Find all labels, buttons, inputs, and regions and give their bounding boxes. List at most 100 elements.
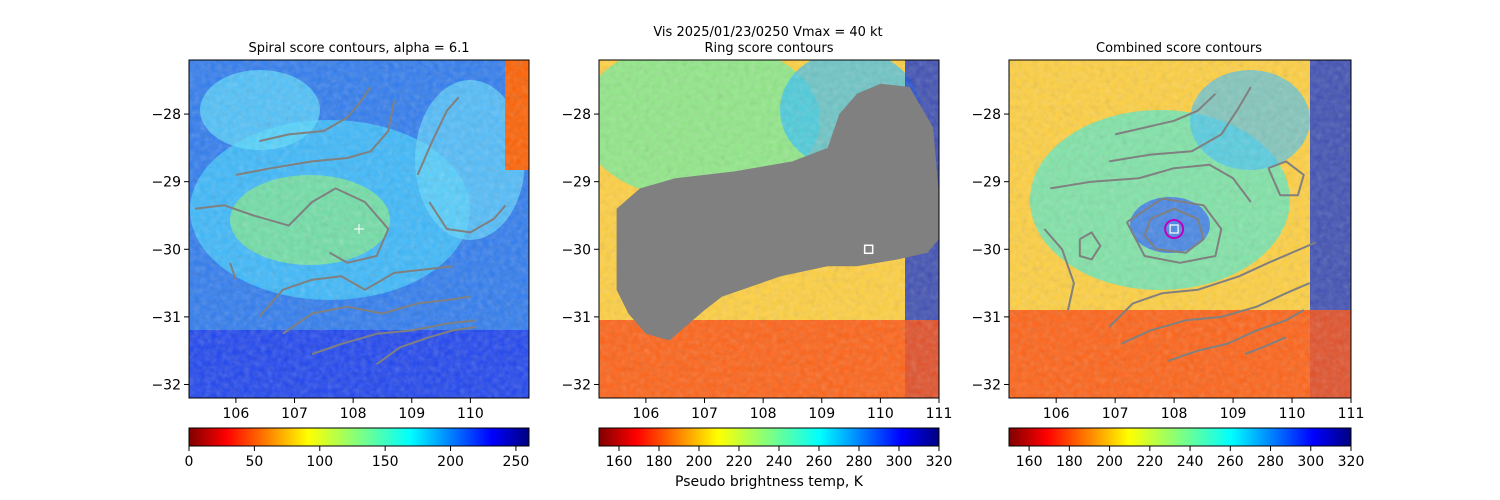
y-tick-label: −32 <box>151 377 181 393</box>
colorbar-tick-label: 180 <box>1056 454 1083 470</box>
score-contour <box>235 100 396 176</box>
y-tick-label: −31 <box>561 310 591 326</box>
spiral-x-ticks: 106 107 108 109 110 <box>223 398 484 422</box>
ring-axes-frame <box>598 59 940 399</box>
panel-ring: Ring score contours 106 107 108 109 110 111 −… <box>561 41 953 490</box>
x-tick-label: 111 <box>926 406 953 422</box>
score-contour <box>311 319 477 356</box>
score-contour <box>229 262 237 281</box>
ring-image <box>599 60 939 398</box>
x-tick-label: 107 <box>691 406 718 422</box>
y-tick-label: −30 <box>561 242 591 258</box>
colorbar-tick-label: 220 <box>1136 454 1163 470</box>
combined-colorbar <box>1008 427 1352 447</box>
score-contour <box>282 295 471 335</box>
combined-x-ticks: 106 107 108 109 110 111 <box>1043 398 1365 422</box>
score-contour <box>1143 207 1205 254</box>
x-tick-label: 107 <box>1102 406 1129 422</box>
x-tick-label: 109 <box>808 406 835 422</box>
center-square <box>1169 224 1179 234</box>
score-contour <box>259 86 372 143</box>
y-tick-label: −29 <box>971 175 1001 191</box>
colorbar-tick-label: 240 <box>766 454 793 470</box>
score-contour <box>194 187 390 264</box>
colorbar-tick-label: 280 <box>1257 454 1284 470</box>
colorbar-tick-label: 100 <box>306 454 333 470</box>
y-tick-label: −32 <box>561 377 591 393</box>
combined-contours <box>1043 86 1316 362</box>
x-tick-label: 109 <box>1220 406 1247 422</box>
panel-combined: Combined score contours 106 107 108 109 110 1… <box>971 41 1364 470</box>
ring-x-ticks: 106 107 108 109 110 111 <box>633 398 953 422</box>
colorbar-tick-label: 200 <box>437 454 464 470</box>
colorbar-tick-label: 160 <box>1016 454 1043 470</box>
x-tick-label: 110 <box>457 406 484 422</box>
colorbar-tick-label: 260 <box>1217 454 1244 470</box>
score-contour <box>428 201 507 234</box>
colorbar-tick-label: 240 <box>1177 454 1204 470</box>
x-tick-label: 106 <box>633 406 660 422</box>
score-contour <box>1244 336 1287 356</box>
colorbar-tick-label: 280 <box>846 454 873 470</box>
colorbar-tick-label: 160 <box>606 454 633 470</box>
colorbar-tick-label: 180 <box>646 454 673 470</box>
panel-spiral: Spiral score contours, alpha = 6.1 106 10… <box>151 41 530 470</box>
center-square <box>863 244 874 255</box>
score-contour <box>1126 197 1223 264</box>
x-tick-label: 109 <box>398 406 425 422</box>
score-contour <box>376 326 477 366</box>
y-tick-label: −28 <box>151 107 181 123</box>
x-tick-label: 111 <box>1338 406 1365 422</box>
score-contour <box>416 96 460 176</box>
y-tick-label: −28 <box>561 107 591 123</box>
spiral-colorbar <box>188 427 530 447</box>
score-contour <box>258 265 453 318</box>
colorbar-tick-label: 250 <box>503 454 530 470</box>
x-tick-label: 106 <box>1043 406 1070 422</box>
combined-y-ticks: −28 −29 −30 −31 −32 <box>971 107 1009 393</box>
y-tick-label: −31 <box>151 310 181 326</box>
y-tick-label: −30 <box>151 242 181 258</box>
y-tick-label: −29 <box>151 175 181 191</box>
score-contour <box>1120 282 1311 345</box>
colorbar-tick-label: 300 <box>1297 454 1324 470</box>
x-tick-label: 106 <box>223 406 250 422</box>
ring-colorbar <box>598 427 940 447</box>
colorbar-tick-label: 200 <box>1096 454 1123 470</box>
suptitle: Vis 2025/01/23/0250 Vmax = 40 kt <box>653 25 882 40</box>
colorbar-tick-label: 260 <box>806 454 833 470</box>
spiral-axes-frame <box>188 59 530 399</box>
x-tick-label: 110 <box>1279 406 1306 422</box>
spiral-y-ticks: −28 −29 −30 −31 −32 <box>151 107 189 393</box>
spiral-center-marker <box>354 224 364 234</box>
combined-image <box>1009 60 1351 398</box>
score-contour <box>1114 93 1217 136</box>
colorbar-tick-label: 0 <box>185 454 194 470</box>
x-tick-label: 108 <box>1161 406 1188 422</box>
spiral-contours <box>194 86 507 366</box>
score-contour <box>1050 163 1252 203</box>
y-tick-label: −32 <box>971 377 1001 393</box>
spiral-colorbar-ticks: 0 50 100 150 200 250 <box>185 446 530 470</box>
combined-colorbar-ticks: 160 180 200 220 240 260 280 300 320 <box>1016 446 1364 470</box>
y-tick-label: −30 <box>971 242 1001 258</box>
ring-center-marker <box>863 244 874 255</box>
colorbar-tick-label: 320 <box>926 454 953 470</box>
y-tick-label: −29 <box>561 175 591 191</box>
combined-axes-frame <box>1008 59 1352 399</box>
score-contour <box>1167 309 1305 362</box>
colorbar-tick-label: 50 <box>245 454 263 470</box>
x-tick-label: 110 <box>867 406 894 422</box>
score-contour <box>1109 86 1252 163</box>
ring-score-mask <box>616 83 939 341</box>
colorbar-tick-label: 220 <box>726 454 753 470</box>
spiral-title: Spiral score contours, alpha = 6.1 <box>248 41 469 56</box>
spiral-image <box>189 60 529 398</box>
ring-y-ticks: −28 −29 −30 −31 −32 <box>561 107 599 393</box>
score-contour <box>1078 231 1102 261</box>
combined-title: Combined score contours <box>1096 41 1262 56</box>
x-tick-label: 107 <box>281 406 308 422</box>
colorbar-tick-label: 150 <box>372 454 399 470</box>
score-contour <box>1108 241 1316 328</box>
